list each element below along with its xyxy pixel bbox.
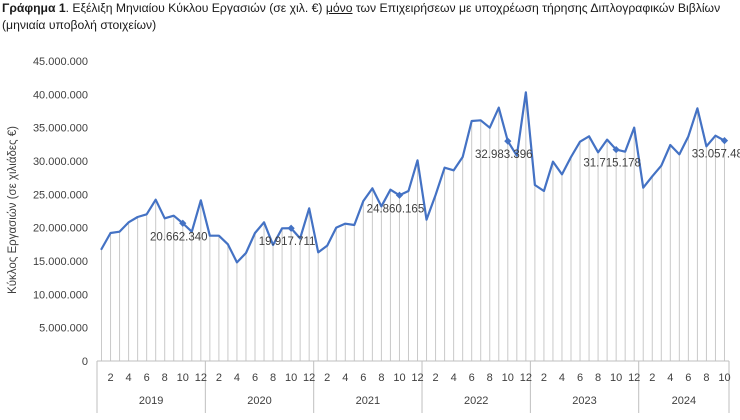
x-tick-label: 4: [234, 372, 240, 384]
x-tick-label: 10: [177, 372, 189, 384]
year-label: 2022: [464, 395, 488, 407]
x-tick-label: 2: [324, 372, 330, 384]
x-tick-label: 2: [107, 372, 113, 384]
data-label: 31.715.178: [583, 158, 641, 170]
x-tick-label: 2: [541, 372, 547, 384]
year-label: 2019: [139, 395, 163, 407]
x-tick-label: 6: [360, 372, 366, 384]
caption-text-2: των Επιχειρήσεων με υποχρέωση τήρησης Δι…: [2, 1, 721, 32]
x-tick-label: 2: [433, 372, 439, 384]
x-tick-label: 12: [303, 372, 315, 384]
x-tick-label: 8: [378, 372, 384, 384]
x-tick-label: 4: [342, 372, 348, 384]
year-label: 2020: [247, 395, 271, 407]
x-tick-label: 10: [393, 372, 405, 384]
series-line: [100, 91, 726, 264]
y-tick-label: 45.000.000: [33, 56, 88, 68]
drop-lines: [101, 92, 725, 361]
y-tick-label: 20.000.000: [33, 223, 88, 235]
y-tick-label: 5.000.000: [39, 323, 88, 335]
x-tick-label: 6: [252, 372, 258, 384]
y-axis-ticks: 0 5.000.000 10.000.000 15.000.000 20.000.000…: [33, 56, 88, 368]
x-tick-label: 8: [162, 372, 168, 384]
y-tick-label: 10.000.000: [33, 289, 88, 301]
x-tick-label: 4: [559, 372, 565, 384]
year-label: 2024: [672, 395, 696, 407]
caption-text-1: . Εξέλιξη Μηνιαίου Κύκλου Εργασιών (σε χ…: [65, 1, 326, 15]
data-label: 32.983.396: [475, 149, 533, 161]
data-label: 19.917.711: [259, 236, 316, 248]
x-tick-label: 10: [718, 372, 730, 384]
x-tick-label: 4: [126, 372, 132, 384]
x-tick-label: 6: [469, 372, 475, 384]
year-label: 2021: [356, 395, 380, 407]
data-point-marker: [395, 191, 404, 199]
x-tick-label: 12: [520, 372, 532, 384]
x-tick-label: 12: [195, 372, 207, 384]
data-labels: 20.662.340 19.917.711 24.860.165 32.983.396…: [150, 137, 740, 248]
y-tick-label: 35.000.000: [33, 123, 88, 135]
x-tick-label: 8: [270, 372, 276, 384]
year-label: 2023: [572, 395, 596, 407]
x-tick-label: 6: [685, 372, 691, 384]
x-tick-label: 4: [667, 372, 673, 384]
y-axis-label: Κύκλος Εργασιών (σε χιλιάδες €): [7, 126, 19, 294]
x-tick-label: 10: [502, 372, 514, 384]
x-tick-label: 12: [411, 372, 423, 384]
data-point-marker: [504, 137, 512, 145]
x-tick-label: 4: [451, 372, 457, 384]
y-tick-label: 0: [82, 356, 88, 368]
x-tick-label: 2: [216, 372, 222, 384]
data-label: 20.662.340: [150, 231, 208, 243]
x-tick-label: 6: [144, 372, 150, 384]
data-point-marker: [720, 137, 729, 145]
x-tick-label: 2: [649, 372, 655, 384]
data-label: 24.860.165: [367, 203, 425, 215]
x-tick-label: 10: [610, 372, 622, 384]
series-group: [100, 91, 726, 264]
data-point-marker: [179, 219, 187, 227]
x-tick-label: 12: [628, 372, 640, 384]
chart-caption: Γράφημα 1. Εξέλιξη Μηνιαίου Κύκλου Εργασ…: [2, 0, 738, 34]
data-point-marker: [287, 224, 295, 232]
x-tick-label: 8: [487, 372, 493, 384]
data-label: 33.057.486: [692, 149, 740, 161]
x-tick-label: 8: [595, 372, 601, 384]
y-tick-label: 25.000.000: [33, 189, 88, 201]
x-tick-label: 10: [285, 372, 297, 384]
y-tick-label: 40.000.000: [33, 89, 88, 101]
x-tick-label: 6: [577, 372, 583, 384]
caption-label: Γράφημα 1: [2, 1, 66, 15]
y-tick-label: 30.000.000: [33, 156, 88, 168]
y-tick-label: 15.000.000: [33, 256, 88, 268]
caption-underlined-word: μόνο: [325, 1, 353, 15]
x-tick-label: 8: [703, 372, 709, 384]
data-point-marker: [612, 145, 620, 154]
